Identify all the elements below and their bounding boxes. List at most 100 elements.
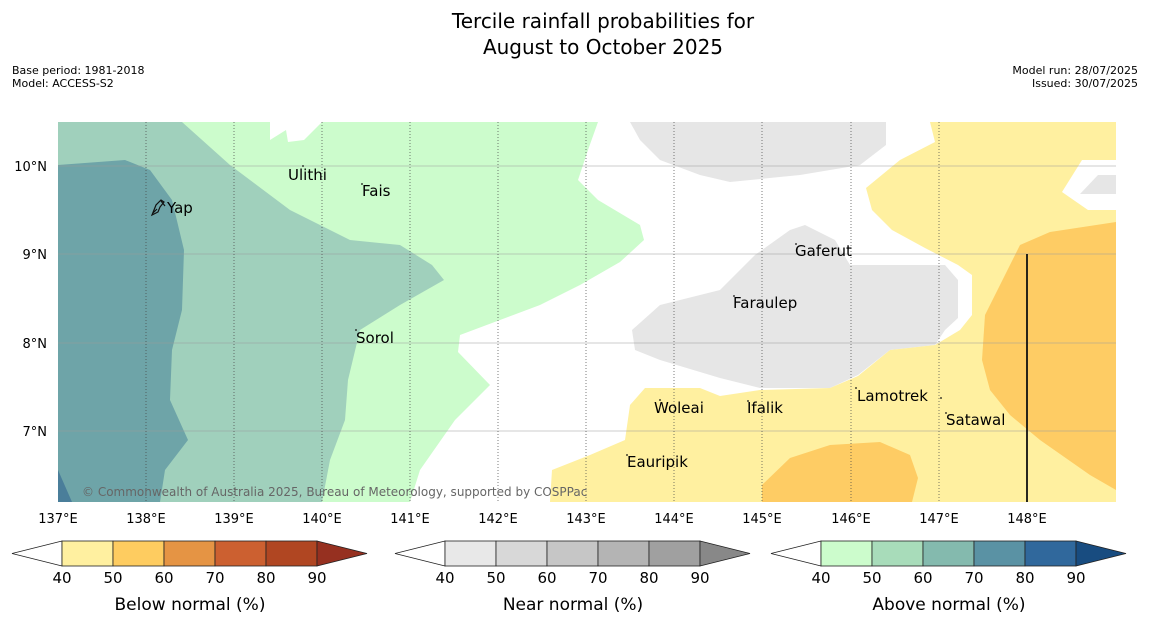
colorbar-tick-label: 70 xyxy=(588,569,607,587)
lon-tick-label: 142°E xyxy=(478,512,518,527)
lat-tick-labels: 10°N 9°N 8°N 7°N xyxy=(14,160,47,440)
place-marker xyxy=(855,387,857,389)
lon-tick-label: 147°E xyxy=(919,512,959,527)
colorbar-tick-label: 50 xyxy=(862,569,881,587)
title-line-1: Tercile rainfall probabilities for xyxy=(451,9,755,33)
lon-tick-label: 138°E xyxy=(126,512,166,527)
colorbar-below-normal: 40 50 60 70 80 90 xyxy=(11,540,368,587)
issued-date: Issued: 30/07/2025 xyxy=(1031,77,1138,90)
lat-tick-label: 9°N xyxy=(23,248,48,263)
lat-tick-label: 7°N xyxy=(23,425,48,440)
lon-tick-labels: 137°E 138°E 139°E 140°E 141°E 142°E 143°… xyxy=(38,512,1047,527)
white-notch xyxy=(270,122,322,142)
colorbar-segment xyxy=(820,540,873,567)
colorbar-over-triangle xyxy=(316,540,368,567)
colorbar-tick-label: 60 xyxy=(913,569,932,587)
lat-tick-label: 10°N xyxy=(14,160,47,175)
lon-tick-label: 140°E xyxy=(302,512,342,527)
colorbar-title-below: Below normal (%) xyxy=(115,595,266,615)
colorbar-tick-label: 80 xyxy=(1015,569,1034,587)
lon-tick-label: 137°E xyxy=(38,512,78,527)
colorbar-tick-label: 60 xyxy=(154,569,173,587)
lon-tick-label: 141°E xyxy=(390,512,430,527)
colorbar-tick-label: 40 xyxy=(435,569,454,587)
colorbar-segment xyxy=(871,540,924,567)
place-labels: Yap Ulithi Fais Gaferut Faraulep Sorol L… xyxy=(166,166,1005,471)
colorbar-segment xyxy=(922,540,975,567)
place-marker xyxy=(626,454,628,456)
colorbar-segment xyxy=(495,540,548,567)
probability-fields xyxy=(58,122,1116,502)
place-marker xyxy=(733,295,735,297)
lon-tick-label: 148°E xyxy=(1007,512,1047,527)
colorbar-segment xyxy=(648,540,701,567)
meta-right: Model run: 28/07/2025 Issued: 30/07/2025 xyxy=(1012,64,1138,90)
colorbar-tick-label: 40 xyxy=(811,569,830,587)
colorbar-segment xyxy=(112,540,165,567)
title-line-2: August to October 2025 xyxy=(482,35,724,59)
below-normal-50-60-region xyxy=(982,222,1116,490)
colorbar-titles: Below normal (%) Near normal (%) Above n… xyxy=(115,595,1026,615)
colorbar-tick-label: 80 xyxy=(256,569,275,587)
near-normal-small-patch xyxy=(1080,175,1116,194)
map-title: Tercile rainfall probabilities for Augus… xyxy=(0,8,1150,60)
colorbar-title-near: Near normal (%) xyxy=(503,595,643,615)
lon-tick-label: 146°E xyxy=(831,512,871,527)
colorbar-segment xyxy=(163,540,216,567)
lon-tick-label: 143°E xyxy=(566,512,606,527)
colorbar-segment xyxy=(61,540,114,567)
place-label-woleai: Woleai xyxy=(654,399,704,417)
lon-tick-label: 144°E xyxy=(654,512,694,527)
place-label-sorol: Sorol xyxy=(356,329,394,347)
colorbar-under-triangle xyxy=(770,540,822,567)
colorbar-segment xyxy=(265,540,318,567)
place-label-fais: Fais xyxy=(362,182,391,200)
place-label-satawal: Satawal xyxy=(946,411,1005,429)
lat-tick-label: 8°N xyxy=(23,337,48,352)
colorbar-segment xyxy=(444,540,497,567)
colorbar-tick-label: 40 xyxy=(52,569,71,587)
colorbar-over-triangle xyxy=(699,540,751,567)
yap-island-shape xyxy=(150,199,166,217)
place-marker xyxy=(361,183,363,185)
colorbar-tick-label: 70 xyxy=(964,569,983,587)
above-normal-60-70-region xyxy=(58,160,188,502)
near-normal-upper-region xyxy=(630,122,886,182)
colorbar-tick-label: 90 xyxy=(690,569,709,587)
colorbar-tick-label: 90 xyxy=(307,569,326,587)
place-marker xyxy=(795,243,797,245)
colorbar-segment xyxy=(597,540,650,567)
place-marker xyxy=(659,399,661,401)
place-markers xyxy=(302,165,947,456)
place-label-ifalik: Ifalik xyxy=(747,399,783,417)
lon-tick-label: 139°E xyxy=(214,512,254,527)
colorbar-tick-label: 60 xyxy=(537,569,556,587)
colorbar-tick-label: 50 xyxy=(103,569,122,587)
colorbar-over-triangle xyxy=(1075,540,1127,567)
place-label-ulithi: Ulithi xyxy=(288,166,327,184)
above-normal-70-80-region xyxy=(58,470,72,502)
place-label-faraulep: Faraulep xyxy=(733,294,797,312)
place-label-gaferut: Gaferut xyxy=(795,242,852,260)
place-marker xyxy=(940,397,942,399)
colorbar-segment xyxy=(546,540,599,567)
place-marker xyxy=(302,165,304,167)
colorbar-tick-label: 90 xyxy=(1066,569,1085,587)
place-label-lamotrek: Lamotrek xyxy=(857,387,928,405)
meta-left: Base period: 1981-2018 Model: ACCESS-S2 xyxy=(12,64,144,90)
near-normal-central-region xyxy=(632,225,958,388)
below-normal-40-50-region xyxy=(550,122,1116,502)
colorbar-under-triangle xyxy=(394,540,446,567)
colorbar-segment xyxy=(214,540,267,567)
place-marker xyxy=(945,412,947,414)
colorbar-near-normal: 40 50 60 70 80 90 xyxy=(394,540,751,587)
colorbar-tick-label: 70 xyxy=(205,569,224,587)
place-label-eauripik: Eauripik xyxy=(627,453,688,471)
below-normal-50-60-bottom-region xyxy=(762,442,918,502)
copyright-notice: © Commonwealth of Australia 2025, Bureau… xyxy=(82,485,587,499)
place-marker xyxy=(747,400,749,402)
gridlines xyxy=(58,122,1116,502)
colorbar-tick-label: 80 xyxy=(639,569,658,587)
model-run: Model run: 28/07/2025 xyxy=(1012,64,1138,77)
